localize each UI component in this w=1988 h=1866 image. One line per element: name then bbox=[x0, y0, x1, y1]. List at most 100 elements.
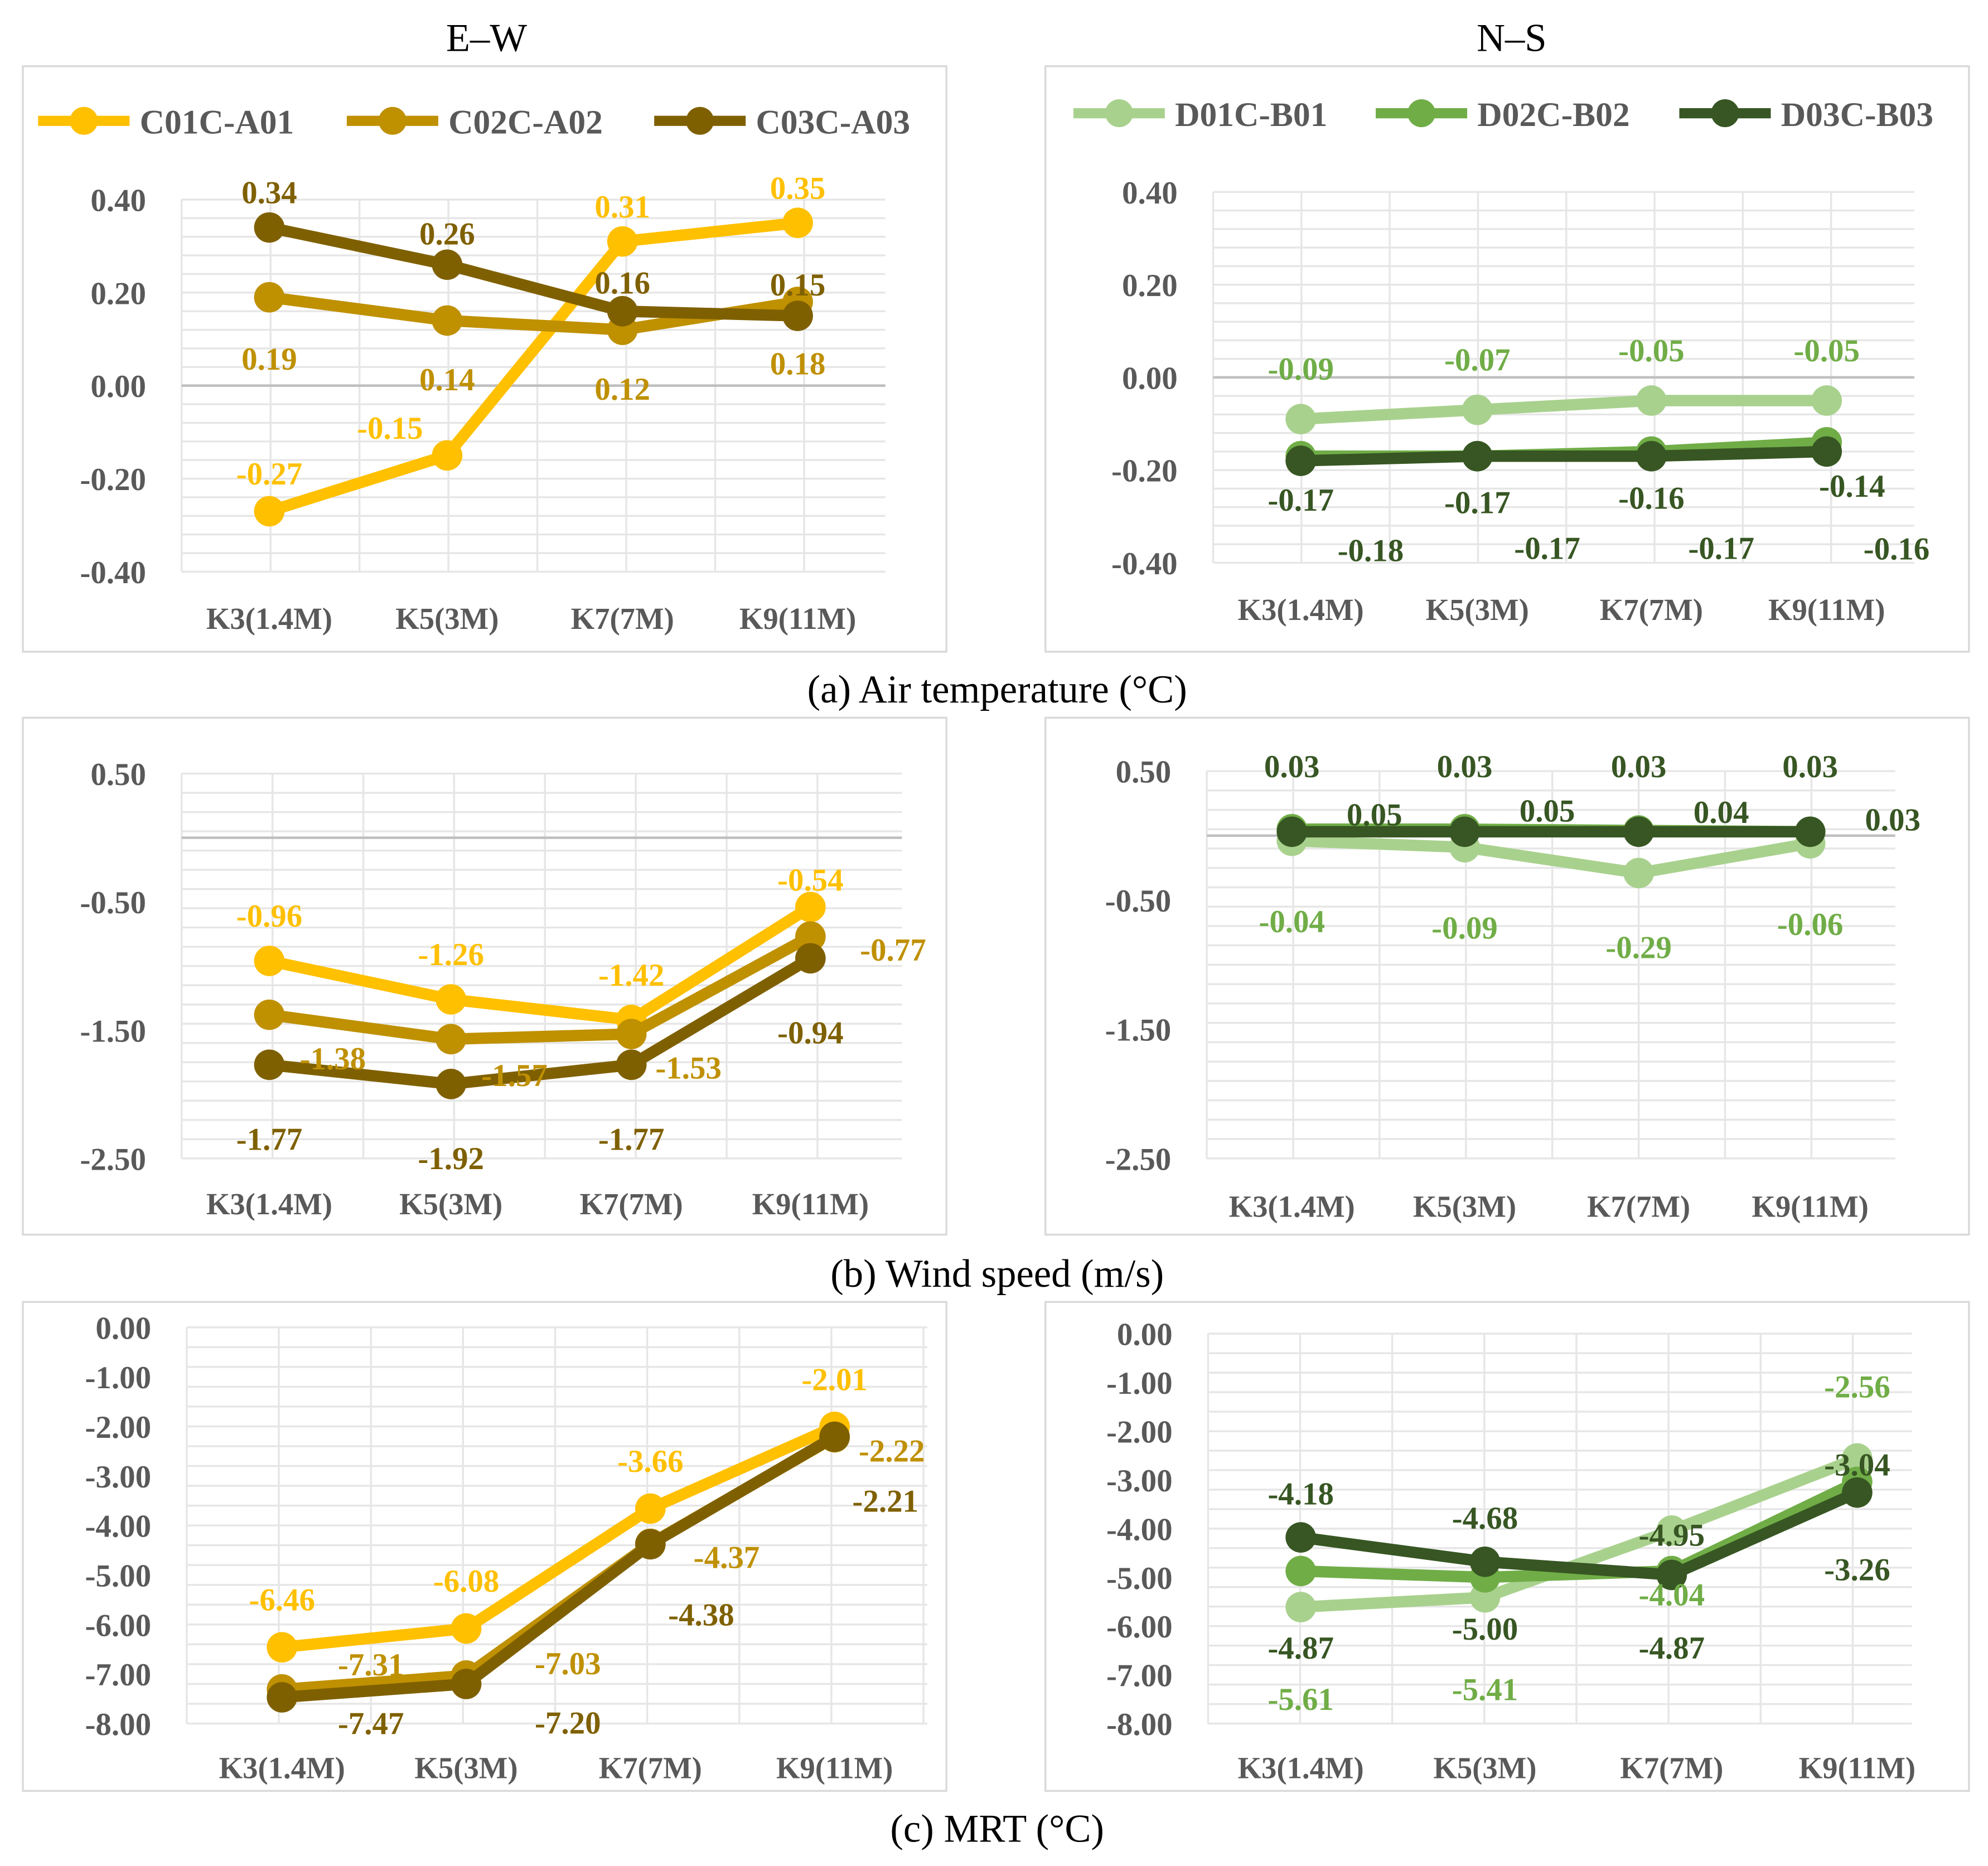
data-label: -1.77 bbox=[236, 1122, 303, 1157]
y-tick-label: -2.00 bbox=[1106, 1415, 1173, 1450]
x-tick-label: K5(3M) bbox=[399, 1187, 502, 1221]
data-point-C02C-A02 bbox=[254, 999, 285, 1030]
data-label: -0.54 bbox=[777, 862, 844, 898]
y-tick-label: -5.00 bbox=[85, 1559, 151, 1594]
chart-wind-ns: 0.50 -0.50 -1.50 -2.50 K3(1.4M) K5(3M) K7(7M) K… bbox=[1044, 716, 1970, 1236]
data-label: -5.41 bbox=[1452, 1673, 1518, 1708]
data-label: -0.17 bbox=[1688, 531, 1754, 566]
data-point-D01C-B01 bbox=[1842, 1443, 1873, 1474]
caption-mrt: (c) MRT (°C) bbox=[890, 1807, 1104, 1850]
data-label: 0.03 bbox=[1782, 749, 1838, 784]
y-tick-label: -8.00 bbox=[85, 1707, 151, 1742]
data-point-D01C-B01 bbox=[1811, 385, 1842, 416]
y-tick-label: -4.00 bbox=[1106, 1512, 1173, 1547]
data-point-C03C-A03 bbox=[607, 295, 638, 327]
x-tick-label: K9(11M) bbox=[1768, 593, 1885, 627]
x-tick-label: K7(7M) bbox=[599, 1751, 702, 1785]
chart-wind-ew: 0.50 -0.50 -1.50 -2.50 K3(1.4M) K5(3M) K7(7M) K… bbox=[22, 716, 947, 1236]
data-label: -0.04 bbox=[1259, 904, 1325, 939]
data-point-D03C-B03 bbox=[1656, 1559, 1687, 1591]
data-point-D03C-B03 bbox=[1623, 816, 1654, 847]
x-tick-label: K9(11M) bbox=[1799, 1751, 1916, 1785]
data-label: -4.37 bbox=[694, 1540, 760, 1575]
data-label: -0.15 bbox=[357, 411, 423, 446]
caption-wind-speed: (b) Wind speed (m/s) bbox=[830, 1252, 1164, 1296]
data-point-C03C-A03 bbox=[436, 1069, 467, 1099]
data-point-D03C-B03 bbox=[1842, 1477, 1873, 1508]
series-line-D03C-B03 bbox=[1300, 1487, 1860, 1581]
data-point-C03C-A03 bbox=[616, 1049, 647, 1080]
y-tick-label: -2.50 bbox=[1105, 1142, 1172, 1177]
data-point-C02C-A02 bbox=[436, 1024, 467, 1055]
data-label: -7.31 bbox=[338, 1647, 404, 1683]
data-point-C01C-A01 bbox=[436, 984, 467, 1015]
data-point-C03C-A03 bbox=[267, 1682, 298, 1713]
series-line-D01C-B01 bbox=[1300, 395, 1827, 425]
data-point-C01C-A01 bbox=[635, 1493, 666, 1524]
data-label: -2.21 bbox=[852, 1484, 918, 1519]
y-tick-label: -0.50 bbox=[80, 885, 146, 920]
x-tick-label: K3(1.4M) bbox=[206, 1187, 332, 1221]
x-tick-label: K5(3M) bbox=[1413, 1190, 1516, 1224]
data-label: -4.18 bbox=[1268, 1476, 1334, 1511]
data-label: -0.29 bbox=[1605, 930, 1672, 966]
series-line-C01C-A01 bbox=[267, 217, 799, 517]
data-label: 0.03 bbox=[1437, 749, 1493, 784]
data-point-C01C-A01 bbox=[432, 440, 463, 471]
series-line-C02C-A02 bbox=[268, 931, 814, 1045]
data-label: -6.46 bbox=[249, 1583, 315, 1618]
data-point-C03C-A03 bbox=[254, 212, 285, 243]
series-line-C03C-A03 bbox=[281, 1432, 838, 1703]
heading-ns: N–S bbox=[1477, 16, 1547, 60]
data-label: -3.04 bbox=[1824, 1448, 1890, 1483]
x-tick-label: K3(1.4M) bbox=[1238, 1751, 1364, 1785]
y-tick-label: -1.50 bbox=[1105, 1013, 1172, 1048]
legend-entry: C02C-A02 bbox=[448, 104, 603, 142]
data-point-D03C-B03 bbox=[1794, 816, 1826, 847]
y-tick-label: -7.00 bbox=[85, 1657, 151, 1693]
y-tick-label: -2.00 bbox=[85, 1410, 151, 1445]
x-tick-label: K9(11M) bbox=[752, 1187, 869, 1221]
data-label: 0.26 bbox=[419, 216, 475, 251]
x-tick-label: K7(7M) bbox=[1587, 1190, 1690, 1224]
data-label: -0.09 bbox=[1268, 352, 1334, 387]
x-tick-label: K3(1.4M) bbox=[1238, 593, 1364, 627]
x-tick-label: K5(3M) bbox=[395, 602, 499, 636]
data-label: -7.47 bbox=[338, 1707, 404, 1742]
data-label: -4.04 bbox=[1638, 1578, 1705, 1613]
x-tick-label: K3(1.4M) bbox=[1229, 1190, 1355, 1224]
data-label: 0.03 bbox=[1611, 749, 1667, 784]
y-tick-label: 0.50 bbox=[1116, 755, 1172, 790]
y-tick-label: -1.50 bbox=[80, 1014, 146, 1049]
data-label: -1.92 bbox=[418, 1141, 484, 1176]
data-label: -1.42 bbox=[598, 958, 665, 993]
data-label: -0.77 bbox=[860, 933, 926, 968]
data-label: -2.22 bbox=[859, 1433, 925, 1468]
legend-entry: C01C-A01 bbox=[140, 104, 294, 142]
data-label: 0.19 bbox=[241, 342, 297, 377]
y-tick-label: 0.00 bbox=[95, 1311, 151, 1346]
data-point-D03C-B03 bbox=[1276, 816, 1308, 847]
data-label: 0.34 bbox=[241, 176, 297, 211]
y-tick-label: -6.00 bbox=[85, 1608, 151, 1643]
chart-border bbox=[22, 716, 947, 1236]
data-label: -0.16 bbox=[1864, 532, 1930, 567]
x-tick-label: K5(3M) bbox=[1433, 1751, 1536, 1785]
data-label: 0.05 bbox=[1347, 797, 1402, 832]
data-label: -0.05 bbox=[1618, 333, 1685, 369]
x-tick-label: K3(1.4M) bbox=[219, 1751, 345, 1785]
data-point-D01C-B01 bbox=[1636, 385, 1667, 416]
caption-air-temperature: (a) Air temperature (°C) bbox=[807, 668, 1187, 711]
y-tick-label: -3.00 bbox=[1106, 1463, 1173, 1499]
data-label: 0.18 bbox=[770, 346, 826, 381]
data-label: -4.38 bbox=[668, 1598, 734, 1633]
data-point-C02C-A02 bbox=[432, 305, 463, 336]
y-tick-label: 0.00 bbox=[1122, 361, 1178, 396]
y-tick-label: 0.50 bbox=[90, 757, 146, 792]
data-label: -4.87 bbox=[1638, 1631, 1705, 1666]
data-point-D01C-B01 bbox=[1462, 394, 1493, 425]
legend-entry: D02C-B02 bbox=[1477, 96, 1629, 134]
data-point-D01C-B01 bbox=[1623, 857, 1654, 889]
data-point-C01C-A01 bbox=[254, 496, 285, 527]
